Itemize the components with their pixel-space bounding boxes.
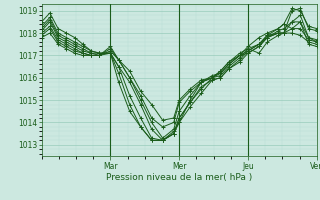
X-axis label: Pression niveau de la mer( hPa ): Pression niveau de la mer( hPa ) [106,173,252,182]
